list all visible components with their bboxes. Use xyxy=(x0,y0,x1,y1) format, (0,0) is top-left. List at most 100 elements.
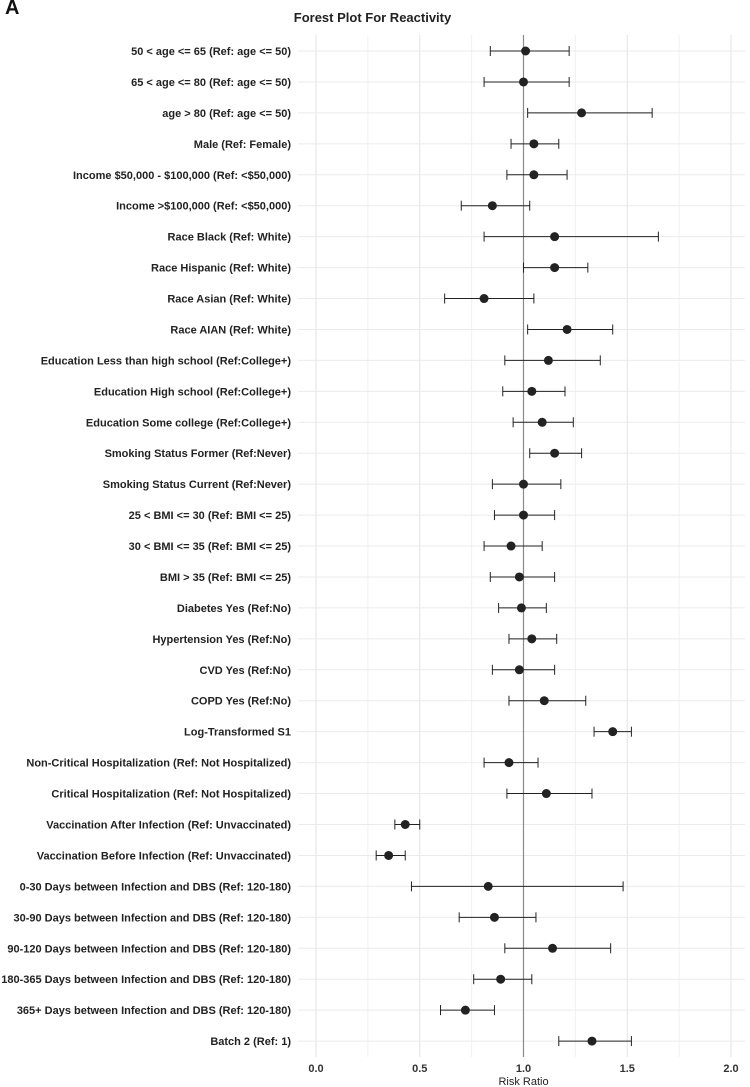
point-estimate xyxy=(460,1005,470,1015)
forest-row xyxy=(460,200,531,211)
row-label: 30-90 Days between Infection and DBS (Re… xyxy=(13,912,291,924)
point-estimate xyxy=(489,912,499,922)
forest-row xyxy=(458,912,537,923)
forest-row xyxy=(483,231,659,242)
forest-row xyxy=(504,355,601,366)
forest-row xyxy=(558,1036,632,1047)
row-label: Smoking Status Current (Ref:Never) xyxy=(103,479,292,491)
row-label: Non-Critical Hospitalization (Ref: Not H… xyxy=(26,758,291,770)
point-estimate xyxy=(519,510,528,520)
point-estimate xyxy=(506,541,516,551)
point-estimate xyxy=(521,46,531,56)
point-estimate xyxy=(527,634,537,644)
forest-row xyxy=(527,324,614,335)
forest-row xyxy=(527,107,653,118)
forest-row xyxy=(489,46,570,56)
forest-row xyxy=(506,169,568,180)
point-estimate xyxy=(514,572,524,582)
forest-row xyxy=(483,76,570,87)
row-label: Male (Ref: Female) xyxy=(194,139,292,151)
chart-title: Forest Plot For Reactivity xyxy=(293,10,452,25)
row-label: Diabetes Yes (Ref:No) xyxy=(177,603,291,615)
x-tick-label: 1.5 xyxy=(620,1063,635,1075)
row-label: 365+ Days between Infection and DBS (Ref… xyxy=(17,1005,292,1017)
point-estimate xyxy=(519,479,528,489)
x-tick-label: 0.0 xyxy=(308,1063,323,1075)
point-estimate xyxy=(514,665,524,675)
forest-row xyxy=(491,664,556,675)
row-label: 65 < age <= 80 (Ref: age <= 50) xyxy=(131,77,291,89)
row-label: 25 < BMI <= 30 (Ref: BMI <= 25) xyxy=(129,510,292,522)
row-label: Income $50,000 - $100,000 (Ref: <$50,000… xyxy=(73,170,291,182)
forest-row xyxy=(510,138,560,149)
row-label: Batch 2 (Ref: 1) xyxy=(210,1036,291,1048)
x-axis-ticks: 0.0 0.5 1.0 1.5 2.0 xyxy=(308,1063,738,1075)
row-label: Income >$100,000 (Ref: <$50,000) xyxy=(116,201,291,213)
forest-row xyxy=(489,571,556,582)
point-estimate xyxy=(527,386,537,396)
point-estimate xyxy=(516,603,526,613)
point-estimate xyxy=(562,324,572,334)
estimates-series xyxy=(375,46,659,1047)
row-label: Hypertension Yes (Ref:No) xyxy=(152,634,291,646)
point-estimate xyxy=(529,170,539,180)
row-label: age > 80 (Ref: age <= 50) xyxy=(162,108,291,120)
forest-row xyxy=(444,293,535,304)
row-label: 180-365 Days between Infection and DBS (… xyxy=(1,974,291,986)
forest-row xyxy=(493,510,556,521)
point-estimate xyxy=(539,696,549,706)
point-estimate xyxy=(587,1036,597,1046)
row-label: Race AIAN (Ref: White) xyxy=(170,324,291,336)
point-estimate xyxy=(483,881,493,891)
row-label: Race Black (Ref: White) xyxy=(168,232,292,244)
forest-row xyxy=(502,386,566,397)
point-estimate xyxy=(479,294,489,304)
forest-row xyxy=(483,541,543,552)
forest-row xyxy=(506,788,593,799)
forest-row xyxy=(410,881,624,892)
forest-row xyxy=(508,633,558,644)
point-estimate xyxy=(504,758,514,768)
forest-row xyxy=(473,974,533,985)
forest-row xyxy=(394,819,421,830)
point-estimate xyxy=(541,789,551,799)
point-estimate xyxy=(577,108,587,118)
point-estimate xyxy=(550,232,560,242)
x-tick-label: 1.0 xyxy=(516,1063,531,1075)
row-label: 50 < age <= 65 (Ref: age <= 50) xyxy=(131,46,291,58)
point-estimate xyxy=(608,727,618,737)
row-label: Critical Hospitalization (Ref: Not Hospi… xyxy=(51,789,291,801)
row-label: Log-Transformed S1 xyxy=(184,727,291,739)
point-estimate xyxy=(543,355,553,365)
point-estimate xyxy=(384,850,394,860)
x-axis-label: Risk Ratio xyxy=(498,1076,548,1087)
row-label: Vaccination After Infection (Ref: Unvacc… xyxy=(46,820,291,832)
row-label: Smoking Status Former (Ref:Never) xyxy=(105,448,292,460)
x-tick-label: 2.0 xyxy=(723,1063,738,1075)
row-label: CVD Yes (Ref:No) xyxy=(200,665,292,677)
row-label: 0-30 Days between Infection and DBS (Ref… xyxy=(20,881,292,893)
forest-row xyxy=(483,757,539,768)
x-tick-label: 0.5 xyxy=(412,1063,427,1075)
forest-row xyxy=(440,1005,495,1016)
row-label: Education High school (Ref:College+) xyxy=(94,386,291,398)
row-label: 90-120 Days between Infection and DBS (R… xyxy=(7,943,291,955)
point-estimate xyxy=(519,77,528,87)
row-label: Education Some college (Ref:College+) xyxy=(86,417,291,429)
forest-row xyxy=(593,726,632,737)
forest-row xyxy=(508,695,587,706)
panel-label: A xyxy=(5,0,20,19)
row-label: Race Hispanic (Ref: White) xyxy=(151,263,291,275)
point-estimate xyxy=(496,974,506,984)
point-estimate xyxy=(548,943,558,953)
forest-row xyxy=(523,262,589,273)
row-label: BMI > 35 (Ref: BMI <= 25) xyxy=(160,572,291,584)
point-estimate xyxy=(400,820,410,829)
point-estimate xyxy=(550,263,560,273)
point-estimate xyxy=(537,417,547,427)
row-label: Vaccination Before Infection (Ref: Unvac… xyxy=(37,850,292,862)
row-label: Race Asian (Ref: White) xyxy=(167,294,291,306)
row-label: Education Less than high school (Ref:Col… xyxy=(41,355,292,367)
row-labels: 50 < age <= 65 (Ref: age <= 50) 65 < age … xyxy=(1,46,291,1048)
